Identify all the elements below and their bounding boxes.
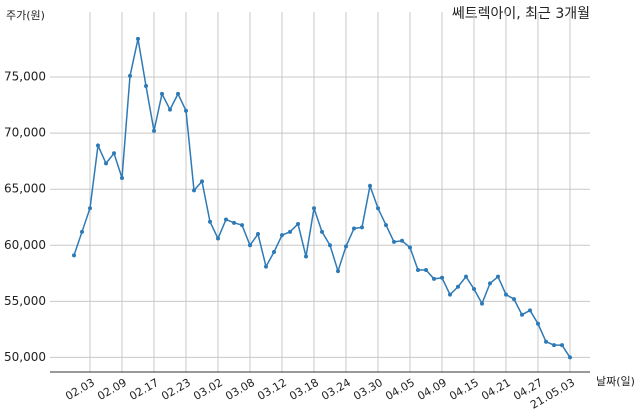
point	[568, 355, 572, 360]
point	[136, 36, 140, 41]
point	[464, 274, 468, 279]
point	[112, 151, 116, 156]
x-tick-label: 04.21	[479, 376, 513, 403]
point	[264, 264, 268, 269]
point	[144, 84, 148, 89]
point	[88, 206, 92, 211]
x-tick-label: 03.30	[351, 376, 385, 403]
point	[296, 221, 300, 226]
point	[328, 243, 332, 248]
x-tick-label: 04.05	[383, 376, 417, 403]
point	[304, 254, 308, 259]
x-tick-label: 02.03	[63, 376, 97, 403]
point	[248, 243, 252, 248]
point	[320, 229, 324, 234]
point	[120, 175, 124, 180]
point	[184, 108, 188, 113]
x-tick-label: 03.18	[287, 376, 321, 403]
y-tick-label: 70,000	[4, 126, 46, 140]
chart-title: 쎄트렉아이, 최근 3개월	[452, 6, 590, 22]
point	[456, 284, 460, 289]
point	[104, 161, 108, 166]
x-tick-label: 03.02	[191, 376, 225, 403]
x-axis-label: 날짜(일)	[596, 374, 635, 388]
point	[208, 219, 212, 224]
point	[344, 244, 348, 249]
point	[360, 225, 364, 230]
point	[272, 250, 276, 254]
x-tick-label: 03.08	[223, 376, 257, 403]
point	[376, 206, 380, 211]
point	[224, 217, 228, 222]
point	[240, 223, 244, 228]
point	[168, 107, 172, 112]
point	[336, 269, 340, 274]
point	[96, 143, 100, 148]
point	[384, 223, 388, 228]
point	[368, 183, 372, 188]
point	[536, 321, 540, 326]
point	[312, 206, 316, 211]
point	[72, 253, 76, 258]
point	[512, 297, 516, 302]
x-tick-label: 04.15	[447, 376, 481, 403]
point	[424, 267, 428, 272]
point	[160, 91, 164, 96]
y-axis-label: 주가(원)	[6, 9, 45, 22]
point	[408, 245, 412, 250]
point	[496, 274, 500, 279]
point	[80, 229, 84, 234]
point	[232, 220, 236, 225]
y-tick-label: 60,000	[4, 238, 46, 252]
point	[176, 91, 180, 96]
point	[488, 281, 492, 286]
point	[288, 229, 292, 234]
point	[392, 239, 396, 244]
point	[448, 292, 452, 297]
y-tick-label: 55,000	[4, 294, 46, 308]
x-tick-label: 04.09	[415, 376, 449, 403]
y-tick-label: 65,000	[4, 182, 46, 196]
point	[128, 73, 132, 78]
point	[552, 343, 556, 348]
point	[192, 188, 196, 193]
point	[432, 276, 436, 281]
point	[528, 308, 532, 313]
point	[200, 179, 204, 184]
line	[73, 38, 571, 358]
point	[280, 233, 284, 238]
x-tick-label: 03.24	[319, 376, 353, 403]
point	[440, 275, 444, 280]
point	[216, 236, 220, 241]
x-tick-label: 02.17	[127, 376, 161, 403]
point	[560, 343, 564, 348]
x-tick-label: 02.23	[159, 376, 193, 403]
point	[520, 312, 524, 317]
y-tick-label: 75,000	[4, 70, 46, 84]
point	[472, 287, 476, 292]
point	[480, 301, 484, 306]
y-tick-label: 50,000	[4, 350, 46, 364]
point	[544, 339, 548, 344]
point	[504, 292, 508, 297]
point	[256, 232, 260, 237]
point	[352, 226, 356, 231]
point	[152, 128, 156, 133]
x-tick-label: 02.09	[95, 376, 129, 403]
point	[416, 267, 420, 272]
point	[400, 238, 404, 243]
x-tick-label: 03.12	[255, 376, 289, 403]
